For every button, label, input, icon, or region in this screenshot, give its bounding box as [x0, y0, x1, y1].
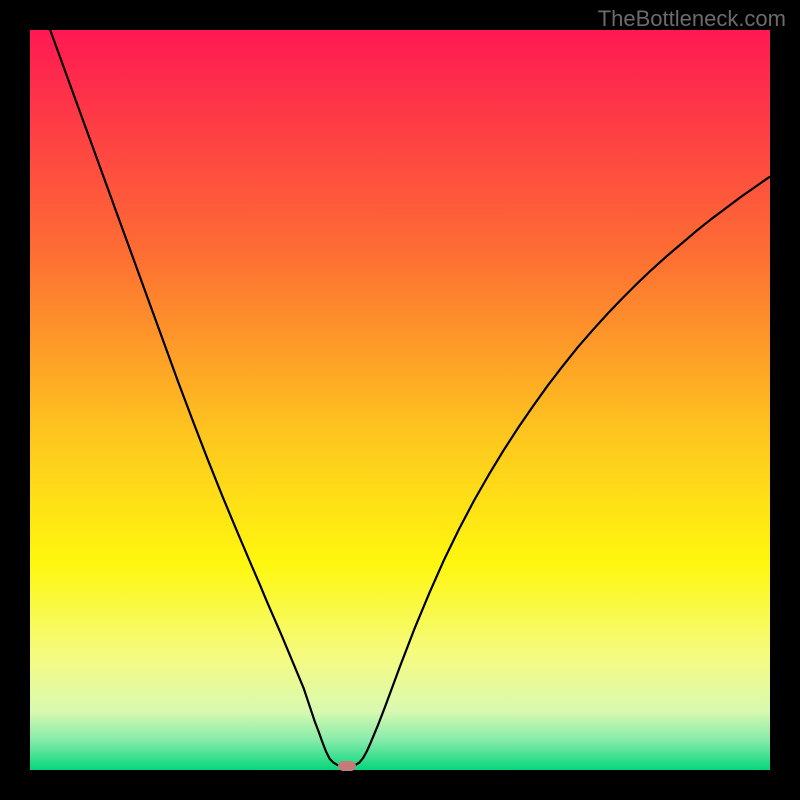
curve-path: [30, 30, 770, 766]
optimal-marker: [338, 761, 356, 771]
watermark-text: TheBottleneck.com: [598, 6, 786, 32]
plot-area: [30, 30, 770, 770]
bottleneck-curve: [30, 30, 770, 770]
